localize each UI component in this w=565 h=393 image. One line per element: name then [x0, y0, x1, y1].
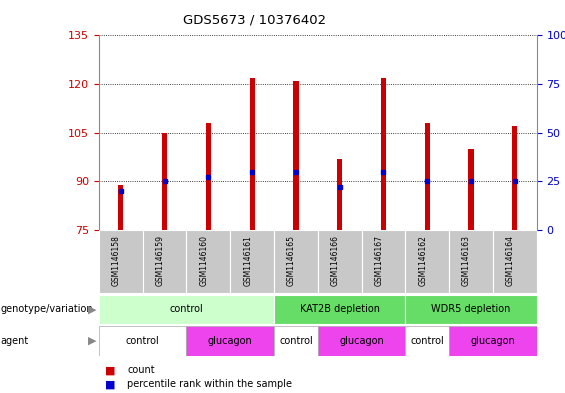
Bar: [231, 230, 274, 293]
Text: GSM1146165: GSM1146165: [287, 235, 296, 286]
Text: GSM1146163: GSM1146163: [462, 235, 471, 286]
Text: WDR5 depletion: WDR5 depletion: [432, 305, 511, 314]
Bar: [186, 230, 231, 293]
Bar: [274, 230, 318, 293]
Bar: [362, 230, 406, 293]
Bar: [274, 326, 318, 356]
Bar: [449, 326, 537, 356]
Bar: [406, 295, 537, 324]
Text: GSM1146158: GSM1146158: [112, 235, 121, 286]
Bar: [274, 295, 405, 324]
Text: count: count: [127, 365, 155, 375]
Text: GSM1146161: GSM1146161: [243, 235, 252, 286]
Text: GSM1146160: GSM1146160: [199, 235, 208, 286]
Bar: [425, 123, 430, 230]
Bar: [99, 295, 274, 324]
Text: control: control: [410, 336, 444, 346]
Text: glucagon: glucagon: [339, 336, 384, 346]
Bar: [406, 230, 449, 293]
Text: genotype/variation: genotype/variation: [1, 305, 93, 314]
Text: GSM1146162: GSM1146162: [418, 235, 427, 286]
Text: ▶: ▶: [88, 336, 96, 346]
Text: control: control: [126, 336, 159, 346]
Bar: [293, 81, 298, 230]
Text: control: control: [170, 305, 203, 314]
Bar: [142, 230, 186, 293]
Bar: [318, 230, 362, 293]
Bar: [118, 184, 123, 230]
Bar: [468, 149, 473, 230]
Bar: [449, 230, 493, 293]
Text: GDS5673 / 10376402: GDS5673 / 10376402: [182, 14, 326, 27]
Text: GSM1146166: GSM1146166: [331, 235, 340, 286]
Text: control: control: [279, 336, 313, 346]
Text: ■: ■: [105, 379, 115, 389]
Text: ▶: ▶: [88, 305, 96, 314]
Bar: [512, 126, 518, 230]
Text: ■: ■: [105, 365, 115, 375]
Bar: [381, 77, 386, 230]
Bar: [318, 326, 405, 356]
Bar: [99, 326, 186, 356]
Text: glucagon: glucagon: [208, 336, 253, 346]
Bar: [337, 158, 342, 230]
Text: GSM1146159: GSM1146159: [155, 235, 164, 286]
Text: percentile rank within the sample: percentile rank within the sample: [127, 379, 292, 389]
Bar: [250, 77, 255, 230]
Text: GSM1146164: GSM1146164: [506, 235, 515, 286]
Bar: [493, 230, 537, 293]
Bar: [162, 132, 167, 230]
Bar: [99, 230, 142, 293]
Bar: [406, 326, 449, 356]
Text: glucagon: glucagon: [471, 336, 515, 346]
Bar: [206, 123, 211, 230]
Text: KAT2B depletion: KAT2B depletion: [299, 305, 380, 314]
Text: GSM1146167: GSM1146167: [375, 235, 384, 286]
Text: agent: agent: [1, 336, 29, 346]
Bar: [186, 326, 274, 356]
